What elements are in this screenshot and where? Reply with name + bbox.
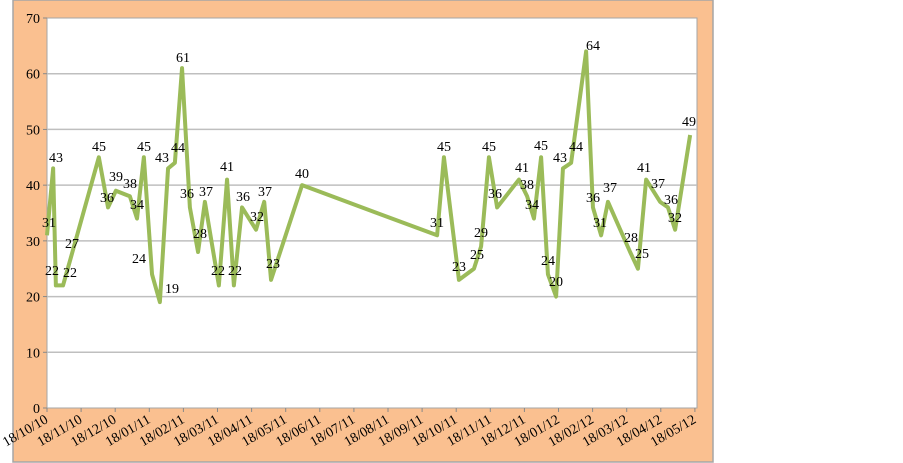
data-label: 40: [295, 167, 309, 182]
data-label: 45: [482, 140, 496, 155]
data-label: 25: [635, 247, 649, 262]
data-label: 43: [49, 151, 63, 166]
data-label: 61: [176, 51, 190, 66]
data-label: 36: [180, 187, 194, 202]
data-label: 41: [637, 161, 651, 176]
data-label: 25: [470, 248, 484, 263]
data-label: 45: [437, 140, 451, 155]
data-label: 45: [137, 140, 151, 155]
y-tick-label: 20: [26, 291, 40, 306]
data-label: 41: [220, 160, 234, 175]
data-label: 37: [199, 185, 213, 200]
y-tick-label: 70: [26, 12, 40, 27]
data-label: 23: [452, 260, 466, 275]
data-label: 38: [123, 177, 137, 192]
data-label: 44: [569, 140, 583, 155]
data-label: 37: [258, 185, 272, 200]
data-label: 20: [549, 275, 563, 290]
data-label: 31: [430, 216, 444, 231]
data-label: 41: [515, 161, 529, 176]
data-label: 44: [171, 141, 185, 156]
data-label: 37: [603, 181, 617, 196]
data-label: 43: [553, 151, 567, 166]
data-label: 45: [92, 140, 106, 155]
data-label: 34: [525, 198, 539, 213]
data-label: 37: [651, 177, 665, 192]
data-label: 34: [130, 198, 144, 213]
data-label: 27: [65, 237, 79, 252]
data-label: 29: [474, 226, 488, 241]
data-label: 32: [250, 210, 264, 225]
data-label: 36: [664, 193, 678, 208]
data-label: 31: [593, 216, 607, 231]
y-tick-label: 10: [26, 346, 40, 361]
data-label: 31: [42, 216, 56, 231]
y-tick-label: 0: [33, 402, 40, 417]
data-label: 22: [45, 264, 59, 279]
data-label: 28: [624, 231, 638, 246]
data-label: 36: [236, 190, 250, 205]
data-label: 36: [586, 191, 600, 206]
y-tick-label: 50: [26, 123, 40, 138]
data-label: 19: [165, 282, 179, 297]
data-label: 43: [155, 151, 169, 166]
data-label: 36: [488, 187, 502, 202]
data-label: 23: [266, 257, 280, 272]
data-label: 38: [520, 178, 534, 193]
data-label: 39: [109, 170, 123, 185]
data-label: 28: [193, 227, 207, 242]
y-tick-label: 60: [26, 68, 40, 83]
data-label: 22: [228, 264, 242, 279]
data-label: 49: [682, 115, 696, 130]
data-label: 22: [211, 264, 225, 279]
data-label: 24: [541, 254, 555, 269]
data-label: 45: [534, 139, 548, 154]
y-tick-label: 40: [26, 179, 40, 194]
data-label: 24: [132, 252, 146, 267]
data-label: 32: [668, 211, 682, 226]
data-label: 22: [63, 266, 77, 281]
data-label: 36: [100, 191, 114, 206]
y-tick-label: 30: [26, 235, 40, 250]
data-label: 64: [586, 39, 600, 54]
